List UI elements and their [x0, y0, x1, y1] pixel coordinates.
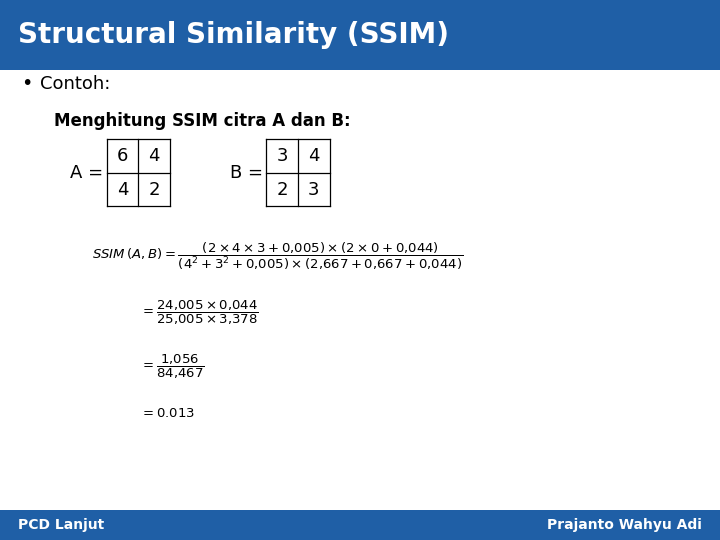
Text: 4: 4 [148, 147, 160, 165]
Text: 2: 2 [276, 180, 288, 199]
Text: Prajanto Wahyu Adi: Prajanto Wahyu Adi [547, 518, 702, 532]
Text: 3: 3 [276, 147, 288, 165]
Text: A =: A = [70, 164, 103, 182]
Text: 6: 6 [117, 147, 128, 165]
Text: •: • [22, 74, 33, 93]
Text: Menghitung SSIM citra A dan B:: Menghitung SSIM citra A dan B: [54, 112, 351, 131]
Text: 4: 4 [308, 147, 320, 165]
Text: $\mathit{SSIM}\,(A,B)=\dfrac{(2\times4\times3+0{,}005)\times(2\times0+0{,}044)}{: $\mathit{SSIM}\,(A,B)=\dfrac{(2\times4\t… [92, 241, 464, 272]
Text: 2: 2 [148, 180, 160, 199]
Text: Structural Similarity (SSIM): Structural Similarity (SSIM) [18, 21, 449, 49]
Text: $=\dfrac{24{,}005\times0{,}044}{25{,}005\times3{,}378}$: $=\dfrac{24{,}005\times0{,}044}{25{,}005… [140, 299, 259, 327]
Text: 4: 4 [117, 180, 128, 199]
Text: PCD Lanjut: PCD Lanjut [18, 518, 104, 532]
Text: $=\dfrac{1{,}056}{84{,}467}$: $=\dfrac{1{,}056}{84{,}467}$ [140, 353, 205, 381]
FancyBboxPatch shape [0, 0, 720, 70]
Text: Contoh:: Contoh: [40, 75, 110, 93]
Text: 3: 3 [308, 180, 320, 199]
FancyBboxPatch shape [0, 510, 720, 540]
Text: $=0.013$: $=0.013$ [140, 407, 196, 420]
Text: B =: B = [230, 164, 263, 182]
